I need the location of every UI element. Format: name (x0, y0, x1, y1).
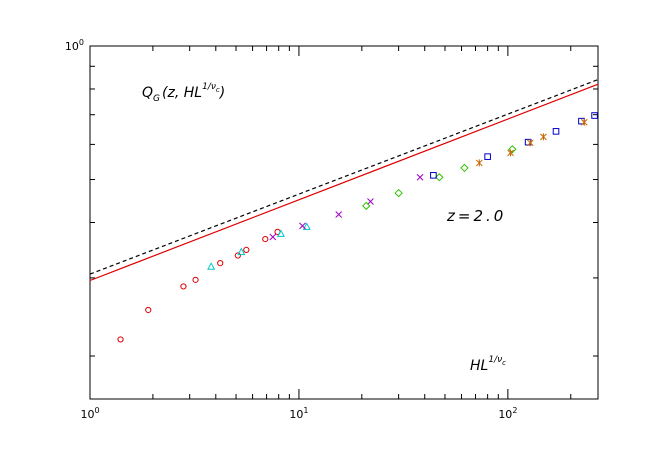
xlabel-annotation: HL1/νc (470, 355, 506, 374)
data-point-diamond (460, 163, 469, 173)
data-point-triangle (276, 229, 285, 237)
x-tick-label: 102 (498, 406, 517, 421)
data-point-circle (234, 252, 241, 259)
solid-fit-line (89, 83, 599, 282)
data-point-x (269, 233, 277, 241)
dashed-fit-line (89, 79, 599, 275)
data-point-star (580, 118, 588, 126)
tick-labels: 100 101 102 100 (65, 38, 518, 421)
data-point-square (430, 172, 437, 179)
data-points (117, 112, 598, 343)
ylabel-annotation: QG (z, HL1/νc) (142, 82, 225, 104)
data-point-diamond (362, 201, 371, 211)
data-point-triangle (302, 222, 311, 230)
data-point-diamond (435, 173, 444, 182)
data-point-square (484, 153, 491, 160)
y-tick-label: 100 (65, 38, 84, 53)
data-point-circle (217, 259, 224, 267)
data-point-diamond (508, 145, 517, 154)
data-point-x (299, 222, 306, 230)
data-point-star (526, 139, 534, 147)
data-point-circle (243, 246, 250, 253)
x-tick-label: 100 (80, 406, 99, 421)
data-point-square (591, 112, 598, 119)
fit-lines (89, 79, 599, 282)
data-point-triangle (237, 247, 246, 256)
data-point-star (507, 149, 514, 157)
data-point-circle (145, 306, 152, 314)
data-point-star (540, 133, 547, 141)
data-point-circle (117, 336, 124, 343)
data-point-x (367, 198, 374, 205)
data-point-star (475, 159, 483, 167)
data-point-triangle (207, 262, 216, 270)
data-point-diamond (394, 188, 403, 198)
x-tick-label: 101 (289, 406, 308, 421)
data-point-circle (192, 276, 199, 283)
axis-ticks (89, 45, 598, 399)
data-point-x (335, 211, 343, 218)
data-point-square (552, 128, 560, 135)
data-point-circle (180, 283, 187, 290)
data-point-circle (262, 235, 269, 243)
parameter-annotation: z=2.0 (446, 207, 506, 225)
data-point-x (416, 173, 424, 181)
